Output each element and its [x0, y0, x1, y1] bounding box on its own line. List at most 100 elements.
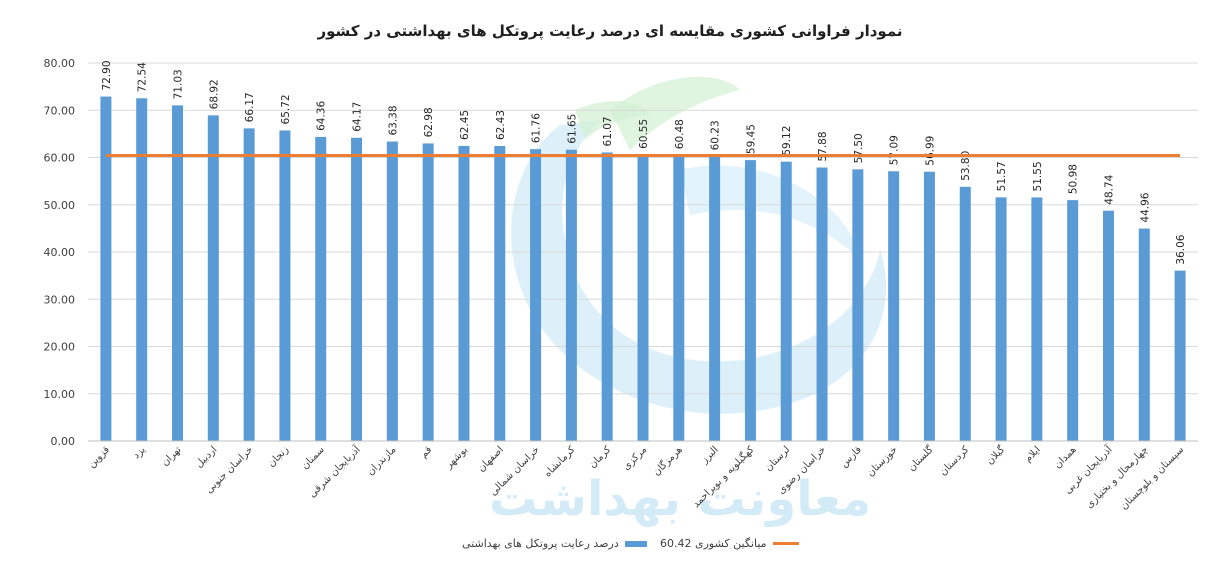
- bar: [637, 154, 649, 441]
- legend-swatch-line: [772, 542, 799, 545]
- data-label: 62.98: [423, 107, 435, 137]
- bar: [601, 152, 613, 441]
- x-tick-label: کردستان: [938, 444, 972, 478]
- bar: [207, 115, 219, 441]
- watermark-text: معاونت بهداشت: [489, 471, 871, 527]
- data-label: 62.43: [495, 110, 507, 140]
- chart-title: نمودار فراوانی کشوری مقایسه ای درصد رعای…: [317, 22, 903, 40]
- x-tick-label: یزد: [131, 444, 148, 461]
- bar: [386, 141, 398, 442]
- bar: [458, 145, 470, 441]
- bar: [315, 136, 327, 442]
- bar: [780, 161, 792, 441]
- legend-label-bars: درصد رعایت پروتکل های بهداشتی: [462, 537, 619, 550]
- x-tick-label: قم: [418, 444, 434, 460]
- y-tick-label: 10.00: [44, 388, 76, 401]
- y-tick-label: 30.00: [44, 293, 76, 306]
- data-label: 61.76: [531, 113, 543, 143]
- bar: [1031, 197, 1043, 441]
- bar: [852, 169, 864, 441]
- x-tick-label: مازندران: [365, 444, 398, 477]
- x-tick-label: اردبیل: [194, 444, 220, 470]
- bar: [1102, 210, 1114, 441]
- data-label: 61.65: [566, 114, 578, 144]
- data-label: 60.55: [638, 119, 650, 149]
- data-label: 62.45: [459, 110, 471, 140]
- bar: [709, 156, 721, 441]
- y-tick-label: 80.00: [44, 57, 76, 70]
- bar: [100, 96, 112, 442]
- data-label: 64.36: [316, 101, 328, 131]
- y-tick-label: 50.00: [44, 199, 76, 212]
- bar: [279, 130, 291, 441]
- bar: [351, 137, 363, 441]
- bar: [530, 149, 542, 441]
- y-tick-label: 60.00: [44, 152, 76, 165]
- bar: [1174, 270, 1186, 441]
- data-label: 59.45: [745, 124, 757, 154]
- y-tick-label: 40.00: [44, 246, 76, 259]
- x-tick-label: قزوین: [86, 444, 112, 470]
- x-tick-label: فارس: [839, 444, 865, 470]
- bar: [995, 197, 1007, 441]
- data-label: 36.06: [1175, 234, 1187, 264]
- data-label: 48.74: [1103, 174, 1115, 204]
- y-axis: 0.00 10.00 20.00 30.00 40.00 50.00 60.00 70.00 8…: [44, 57, 76, 448]
- y-tick-label: 70.00: [44, 104, 76, 117]
- bar: [243, 128, 255, 442]
- bar: [888, 171, 900, 441]
- data-labels: 72.90 72.54 71.03 68.92 66.17 65.72 64.36 64.17…: [101, 60, 1187, 264]
- x-tick-label: چهارمحال و بختیاری: [1084, 444, 1150, 510]
- x-tick-label: کرمان: [587, 444, 613, 470]
- bar: [494, 146, 506, 441]
- data-label: 68.92: [208, 79, 220, 109]
- bar: [673, 155, 685, 441]
- x-tick-label: خوزستان: [865, 444, 900, 479]
- bar: [172, 105, 184, 442]
- legend-item-average: میانگین کشوری 60.42: [660, 537, 799, 550]
- x-tick-label: البرز: [699, 444, 721, 466]
- y-tick-label: 20.00: [44, 341, 76, 354]
- data-label: 63.38: [387, 105, 399, 135]
- data-label: 57.50: [853, 133, 865, 163]
- x-tick-label: بوشهر: [443, 444, 470, 471]
- data-label: 64.17: [352, 102, 364, 132]
- bar: [959, 186, 971, 441]
- bar: [744, 160, 756, 441]
- x-tick-label: تهران: [160, 444, 184, 468]
- data-label: 59.12: [781, 126, 793, 156]
- bar: [136, 98, 148, 441]
- bar: [923, 171, 935, 442]
- data-label: 57.88: [817, 131, 829, 161]
- data-label: 53.80: [960, 151, 972, 181]
- legend-label-average: میانگین کشوری 60.42: [660, 537, 767, 550]
- data-label: 57.09: [889, 135, 901, 165]
- data-label: 51.55: [1032, 161, 1044, 191]
- data-label: 60.48: [674, 119, 686, 149]
- data-label: 66.17: [244, 92, 256, 122]
- data-label: 71.03: [173, 69, 185, 99]
- x-tick-label: ایلام: [1023, 444, 1043, 464]
- x-tick-label: سیستان و بلوچستان: [1119, 444, 1187, 512]
- data-label: 51.57: [996, 161, 1008, 191]
- bar: [1138, 228, 1150, 441]
- legend: درصد رعایت پروتکل های بهداشتی میانگین کش…: [0, 537, 1220, 553]
- data-label: 61.07: [602, 116, 614, 146]
- y-tick-label: 0.00: [51, 435, 76, 448]
- x-tick-label: همدان: [1052, 444, 1078, 470]
- x-tick-label: لرستان: [763, 444, 792, 473]
- data-label: 56.99: [924, 136, 936, 166]
- bar: [422, 143, 434, 441]
- bar: [565, 149, 577, 442]
- legend-swatch-bar: [624, 540, 647, 547]
- x-tick-label: زنجان: [266, 444, 291, 469]
- bar-series: [100, 96, 1186, 442]
- data-label: 50.98: [1068, 164, 1080, 194]
- x-tick-label: اصفهان: [476, 444, 506, 474]
- data-label: 72.90: [101, 60, 113, 90]
- x-tick-label: سمنان: [300, 444, 327, 471]
- data-label: 44.96: [1139, 192, 1151, 222]
- data-label: 65.72: [280, 94, 292, 124]
